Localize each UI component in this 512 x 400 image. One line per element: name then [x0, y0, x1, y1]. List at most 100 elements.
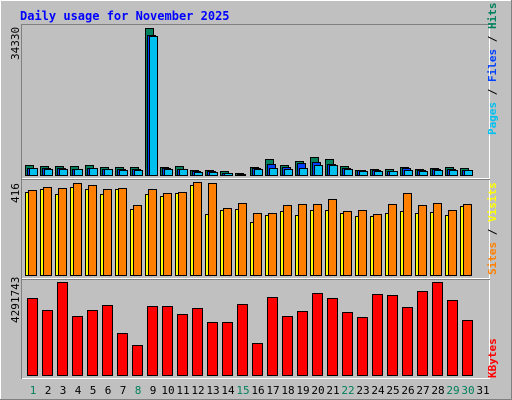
day-label-8: 8 [135, 384, 142, 397]
bar-pages-day-2 [44, 169, 53, 176]
bar-visits-day-26 [403, 193, 412, 276]
bar-pages-day-27 [419, 171, 428, 176]
bar-kbytes-day-7 [117, 333, 128, 376]
bar-kbytes-day-11 [177, 314, 188, 376]
day-label-11: 11 [176, 384, 189, 397]
bar-kbytes-day-19 [297, 311, 308, 376]
bar-visits-day-30 [463, 204, 472, 276]
day-label-13: 13 [206, 384, 219, 397]
middle-max-label: 416 [9, 183, 22, 203]
panel-frames [21, 24, 490, 379]
bar-kbytes-day-1 [27, 298, 38, 376]
bar-pages-day-13 [209, 172, 218, 176]
day-label-18: 18 [281, 384, 294, 397]
day-label-9: 9 [150, 384, 157, 397]
day-label-19: 19 [296, 384, 309, 397]
bar-pages-day-5 [89, 168, 98, 176]
bar-visits-day-29 [448, 210, 457, 276]
bar-pages-day-17 [269, 168, 278, 176]
day-label-5: 5 [90, 384, 97, 397]
bar-pages-day-7 [119, 170, 128, 176]
bar-kbytes-day-14 [222, 322, 233, 376]
day-label-14: 14 [221, 384, 235, 397]
bar-pages-day-19 [299, 168, 308, 176]
bar-pages-day-9 [149, 36, 158, 176]
bar-visits-day-2 [43, 187, 52, 276]
bars-top [25, 28, 473, 176]
bar-visits-day-19 [298, 204, 307, 276]
bar-kbytes-day-4 [72, 316, 83, 376]
bar-kbytes-day-13 [207, 322, 218, 376]
legend-visits: Visits [486, 182, 499, 222]
bar-visits-day-15 [238, 203, 247, 276]
bar-kbytes-day-18 [282, 316, 293, 376]
day-label-1: 1 [30, 384, 37, 397]
day-label-23: 23 [356, 384, 369, 397]
bar-visits-day-9 [148, 189, 157, 276]
bar-kbytes-day-12 [192, 308, 203, 376]
bar-kbytes-day-21 [327, 298, 338, 376]
bar-visits-day-16 [253, 213, 262, 276]
bar-visits-day-3 [58, 188, 67, 276]
bar-visits-day-22 [343, 211, 352, 276]
bar-visits-day-21 [328, 199, 337, 276]
legend-sites: Sites [486, 242, 499, 275]
day-label-24: 24 [371, 384, 385, 397]
day-label-31: 31 [476, 384, 489, 397]
chart-title: Daily usage for November 2025 [20, 9, 230, 23]
bar-pages-day-18 [284, 169, 293, 176]
bar-kbytes-day-20 [312, 293, 323, 376]
day-label-4: 4 [75, 384, 82, 397]
day-label-16: 16 [251, 384, 264, 397]
bar-visits-day-11 [178, 192, 187, 276]
bar-pages-day-25 [389, 171, 398, 176]
day-label-12: 12 [191, 384, 204, 397]
bar-kbytes-day-8 [132, 345, 143, 376]
bar-visits-day-17 [268, 213, 277, 276]
bar-kbytes-day-10 [162, 306, 173, 376]
legend-middle: Sites / Visits [486, 182, 499, 275]
bar-pages-day-16 [254, 169, 263, 176]
day-label-22: 22 [341, 384, 354, 397]
bars-middle [25, 182, 472, 276]
bar-kbytes-day-9 [147, 306, 158, 376]
day-label-28: 28 [431, 384, 444, 397]
bar-pages-day-28 [434, 170, 443, 176]
bar-kbytes-day-17 [267, 297, 278, 376]
legend-top: Pages / Files / Hits [486, 3, 499, 136]
bar-visits-day-23 [358, 210, 367, 276]
bar-pages-day-1 [29, 168, 38, 176]
bar-pages-day-20 [314, 165, 323, 176]
bar-kbytes-day-15 [237, 304, 248, 376]
bar-visits-day-5 [88, 185, 97, 276]
legend-pages: Pages [486, 102, 499, 135]
bar-pages-day-26 [404, 170, 413, 176]
bar-visits-day-8 [133, 205, 142, 276]
bar-pages-day-30 [464, 170, 473, 176]
bar-visits-day-28 [433, 203, 442, 276]
day-labels: 1 2 3 4 5 6 7 8 9 10 11 12 13 14 15 16 17 18 19 20 21 22 23 24 2… [30, 384, 490, 397]
day-label-29: 29 [446, 384, 459, 397]
bottom-max-label: 4291743 [9, 277, 22, 323]
day-label-25: 25 [386, 384, 399, 397]
day-label-7: 7 [120, 384, 127, 397]
bar-visits-day-1 [28, 190, 37, 276]
day-label-30: 30 [461, 384, 474, 397]
bar-pages-day-29 [449, 170, 458, 176]
bar-kbytes-day-25 [387, 295, 398, 376]
day-label-27: 27 [416, 384, 429, 397]
bar-pages-day-22 [344, 169, 353, 176]
day-label-21: 21 [326, 384, 339, 397]
day-label-15: 15 [236, 384, 249, 397]
bar-pages-day-11 [179, 169, 188, 176]
bar-visits-day-6 [103, 189, 112, 276]
legend-hits: Hits [486, 3, 499, 30]
day-label-3: 3 [60, 384, 67, 397]
day-label-17: 17 [266, 384, 279, 397]
bar-kbytes-day-22 [342, 312, 353, 376]
bar-kbytes-day-16 [252, 343, 263, 376]
bar-visits-day-14 [223, 208, 232, 276]
bar-kbytes-day-5 [87, 310, 98, 376]
bar-pages-day-6 [104, 169, 113, 176]
